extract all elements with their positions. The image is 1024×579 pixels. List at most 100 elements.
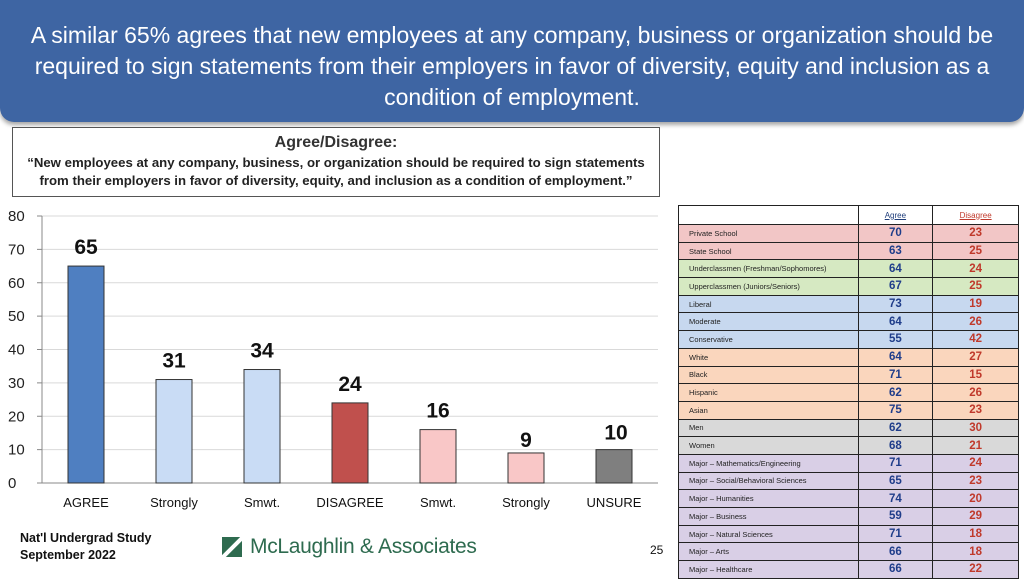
agree-value: 64 [857, 259, 934, 279]
table-row: White 64 27 [678, 347, 1019, 367]
x-category-label: AGREE [63, 495, 109, 510]
x-category-label: Strongly [150, 495, 198, 510]
disagree-value: 23 [932, 471, 1019, 491]
demographic-table: Agree Disagree Private School 70 23 State S… [678, 205, 1019, 579]
row-label: Major – Arts [678, 542, 859, 562]
agree-value: 74 [857, 489, 934, 508]
table-row: Major – Mathematics/Engineering 71 24 [678, 453, 1019, 473]
row-label: Major – Business [678, 507, 859, 526]
logo-text: McLaughlin & Associates [250, 535, 477, 558]
disagree-value: 24 [932, 453, 1019, 473]
bar-value-label: 31 [162, 350, 186, 373]
disagree-value: 20 [932, 489, 1019, 508]
x-category-label: Smwt. [244, 495, 280, 510]
y-tick-label: 20 [8, 408, 25, 425]
y-tick-label: 30 [8, 375, 25, 392]
y-tick-label: 60 [8, 275, 25, 292]
agree-value: 71 [857, 524, 934, 544]
disagree-value: 25 [932, 277, 1019, 296]
chart-grid [42, 215, 658, 484]
disagree-value: 24 [932, 259, 1019, 279]
bar [419, 429, 457, 484]
company-logo: McLaughlin & Associates [222, 535, 477, 559]
agree-value: 59 [857, 507, 934, 526]
agree-value: 64 [857, 312, 934, 332]
x-category-label: Strongly [502, 495, 550, 510]
disagree-value: 21 [932, 436, 1019, 455]
agree-value: 70 [857, 224, 934, 243]
disagree-value: 19 [932, 294, 1019, 314]
x-category-label: DISAGREE [316, 495, 384, 510]
study-name: Nat'l Undergrad Study [20, 531, 152, 545]
table-row: State School 63 25 [678, 241, 1019, 261]
agree-value: 73 [857, 294, 934, 314]
disagree-value: 42 [932, 330, 1019, 349]
disagree-value: 27 [932, 347, 1019, 367]
agree-value: 63 [857, 241, 934, 261]
logo-mark-icon [222, 537, 242, 557]
bar-value-label: 10 [604, 422, 627, 445]
row-label: Liberal [678, 294, 859, 314]
agree-value: 66 [857, 542, 934, 562]
table-header-row: Agree Disagree [678, 205, 1019, 225]
x-axis-labels: AGREE Strongly Smwt. DISAGREE Smwt. Strongly U… [63, 495, 642, 510]
table-row: Asian 75 23 [678, 400, 1019, 420]
x-category-label: UNSURE [587, 495, 642, 510]
row-label: Hispanic [678, 383, 859, 402]
row-label: Major – Social/Behavioral Sciences [678, 471, 859, 491]
table-header-blank [678, 205, 859, 225]
bar [507, 452, 545, 484]
header-banner: A similar 65% agrees that new employees … [0, 0, 1024, 122]
disagree-value: 23 [932, 400, 1019, 420]
x-category-label: Smwt. [420, 495, 456, 510]
row-label: Moderate [678, 312, 859, 332]
row-label: White [678, 347, 859, 367]
table-row: Major – Social/Behavioral Sciences 65 23 [678, 471, 1019, 491]
row-label: State School [678, 241, 859, 261]
question-title: Agree/Disagree: [274, 134, 398, 151]
bar-value-label: 16 [426, 400, 449, 423]
column-header-agree: Agree [857, 205, 934, 225]
bar [331, 402, 369, 484]
y-tick-label: 50 [8, 308, 25, 325]
table-row: Moderate 64 26 [678, 312, 1019, 332]
bar-value-label: 65 [74, 236, 98, 259]
disagree-value: 29 [932, 507, 1019, 526]
page-number: 25 [650, 543, 664, 557]
table-row: Liberal 73 19 [678, 294, 1019, 314]
chart-bars [67, 265, 633, 484]
disagree-value: 23 [932, 224, 1019, 243]
row-label: Upperclassmen (Juniors/Seniors) [678, 277, 859, 296]
y-tick-label: 10 [8, 442, 25, 459]
table-row: Private School 70 23 [678, 224, 1019, 243]
row-label: Men [678, 418, 859, 438]
table-row: Women 68 21 [678, 436, 1019, 455]
row-label: Major – Natural Sciences [678, 524, 859, 544]
disagree-value: 26 [932, 383, 1019, 402]
agree-value: 75 [857, 400, 934, 420]
agree-value: 62 [857, 383, 934, 402]
bar [67, 265, 105, 484]
bar [595, 449, 633, 484]
data-labels: 65 31 34 24 16 9 10 [74, 236, 627, 452]
disagree-value: 30 [932, 418, 1019, 438]
table-row: Men 62 30 [678, 418, 1019, 438]
disagree-value: 25 [932, 241, 1019, 261]
bar-value-label: 24 [338, 373, 362, 396]
agree-value: 62 [857, 418, 934, 438]
disagree-value: 26 [932, 312, 1019, 332]
table-row: Major – Humanities 74 20 [678, 489, 1019, 508]
table-body: Private School 70 23 State School 63 25 Underc… [678, 224, 1019, 579]
table-row: Conservative 55 42 [678, 330, 1019, 349]
table-row: Major – Business 59 29 [678, 507, 1019, 526]
bar-value-label: 9 [520, 429, 532, 452]
row-label: Black [678, 365, 859, 385]
y-tick-label: 80 [8, 208, 25, 225]
row-label: Underclassmen (Freshman/Sophomores) [678, 259, 859, 279]
table-row: Hispanic 62 26 [678, 383, 1019, 402]
agree-value: 67 [857, 277, 934, 296]
table-row: Major – Natural Sciences 71 18 [678, 524, 1019, 544]
slide-title: A similar 65% agrees that new employees … [30, 22, 994, 110]
study-date: September 2022 [20, 548, 116, 562]
agree-value: 55 [857, 330, 934, 349]
